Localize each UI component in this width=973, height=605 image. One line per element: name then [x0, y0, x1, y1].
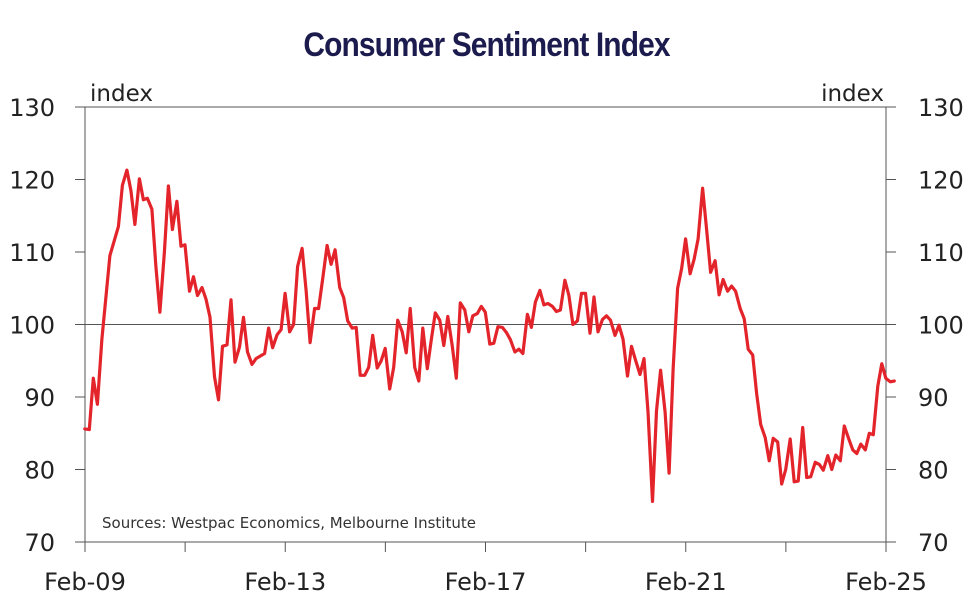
y-tick-label-left: 110: [9, 239, 55, 267]
y-tick-label-left: 120: [9, 167, 55, 195]
y-tick-label-left: 100: [9, 312, 55, 340]
y-tick-label-right: 120: [918, 167, 964, 195]
x-tick-label: Feb-09: [44, 568, 126, 596]
x-tick-label: Feb-21: [645, 568, 727, 596]
x-tick-label: Feb-13: [244, 568, 326, 596]
y-tick-label-right: 90: [918, 384, 949, 412]
right-axis-unit-label: index: [821, 81, 884, 107]
x-tick-label: Feb-25: [845, 568, 927, 596]
y-tick-label-left: 70: [24, 529, 55, 557]
y-tick-label-left: 90: [24, 384, 55, 412]
series-line-consumer-sentiment: [83, 168, 896, 503]
left-axis-unit-label: index: [90, 81, 153, 107]
y-tick-label-right: 80: [918, 457, 949, 485]
y-tick-label-left: 130: [9, 94, 55, 122]
y-tick-label-left: 80: [24, 457, 55, 485]
y-tick-label-right: 100: [918, 312, 964, 340]
x-tick-label: Feb-17: [445, 568, 527, 596]
chart-title: Consumer Sentiment Index: [303, 26, 670, 64]
source-note: Sources: Westpac Economics, Melbourne In…: [102, 514, 476, 532]
y-tick-label-right: 70: [918, 529, 949, 557]
y-tick-label-right: 130: [918, 94, 964, 122]
y-tick-label-right: 110: [918, 239, 964, 267]
